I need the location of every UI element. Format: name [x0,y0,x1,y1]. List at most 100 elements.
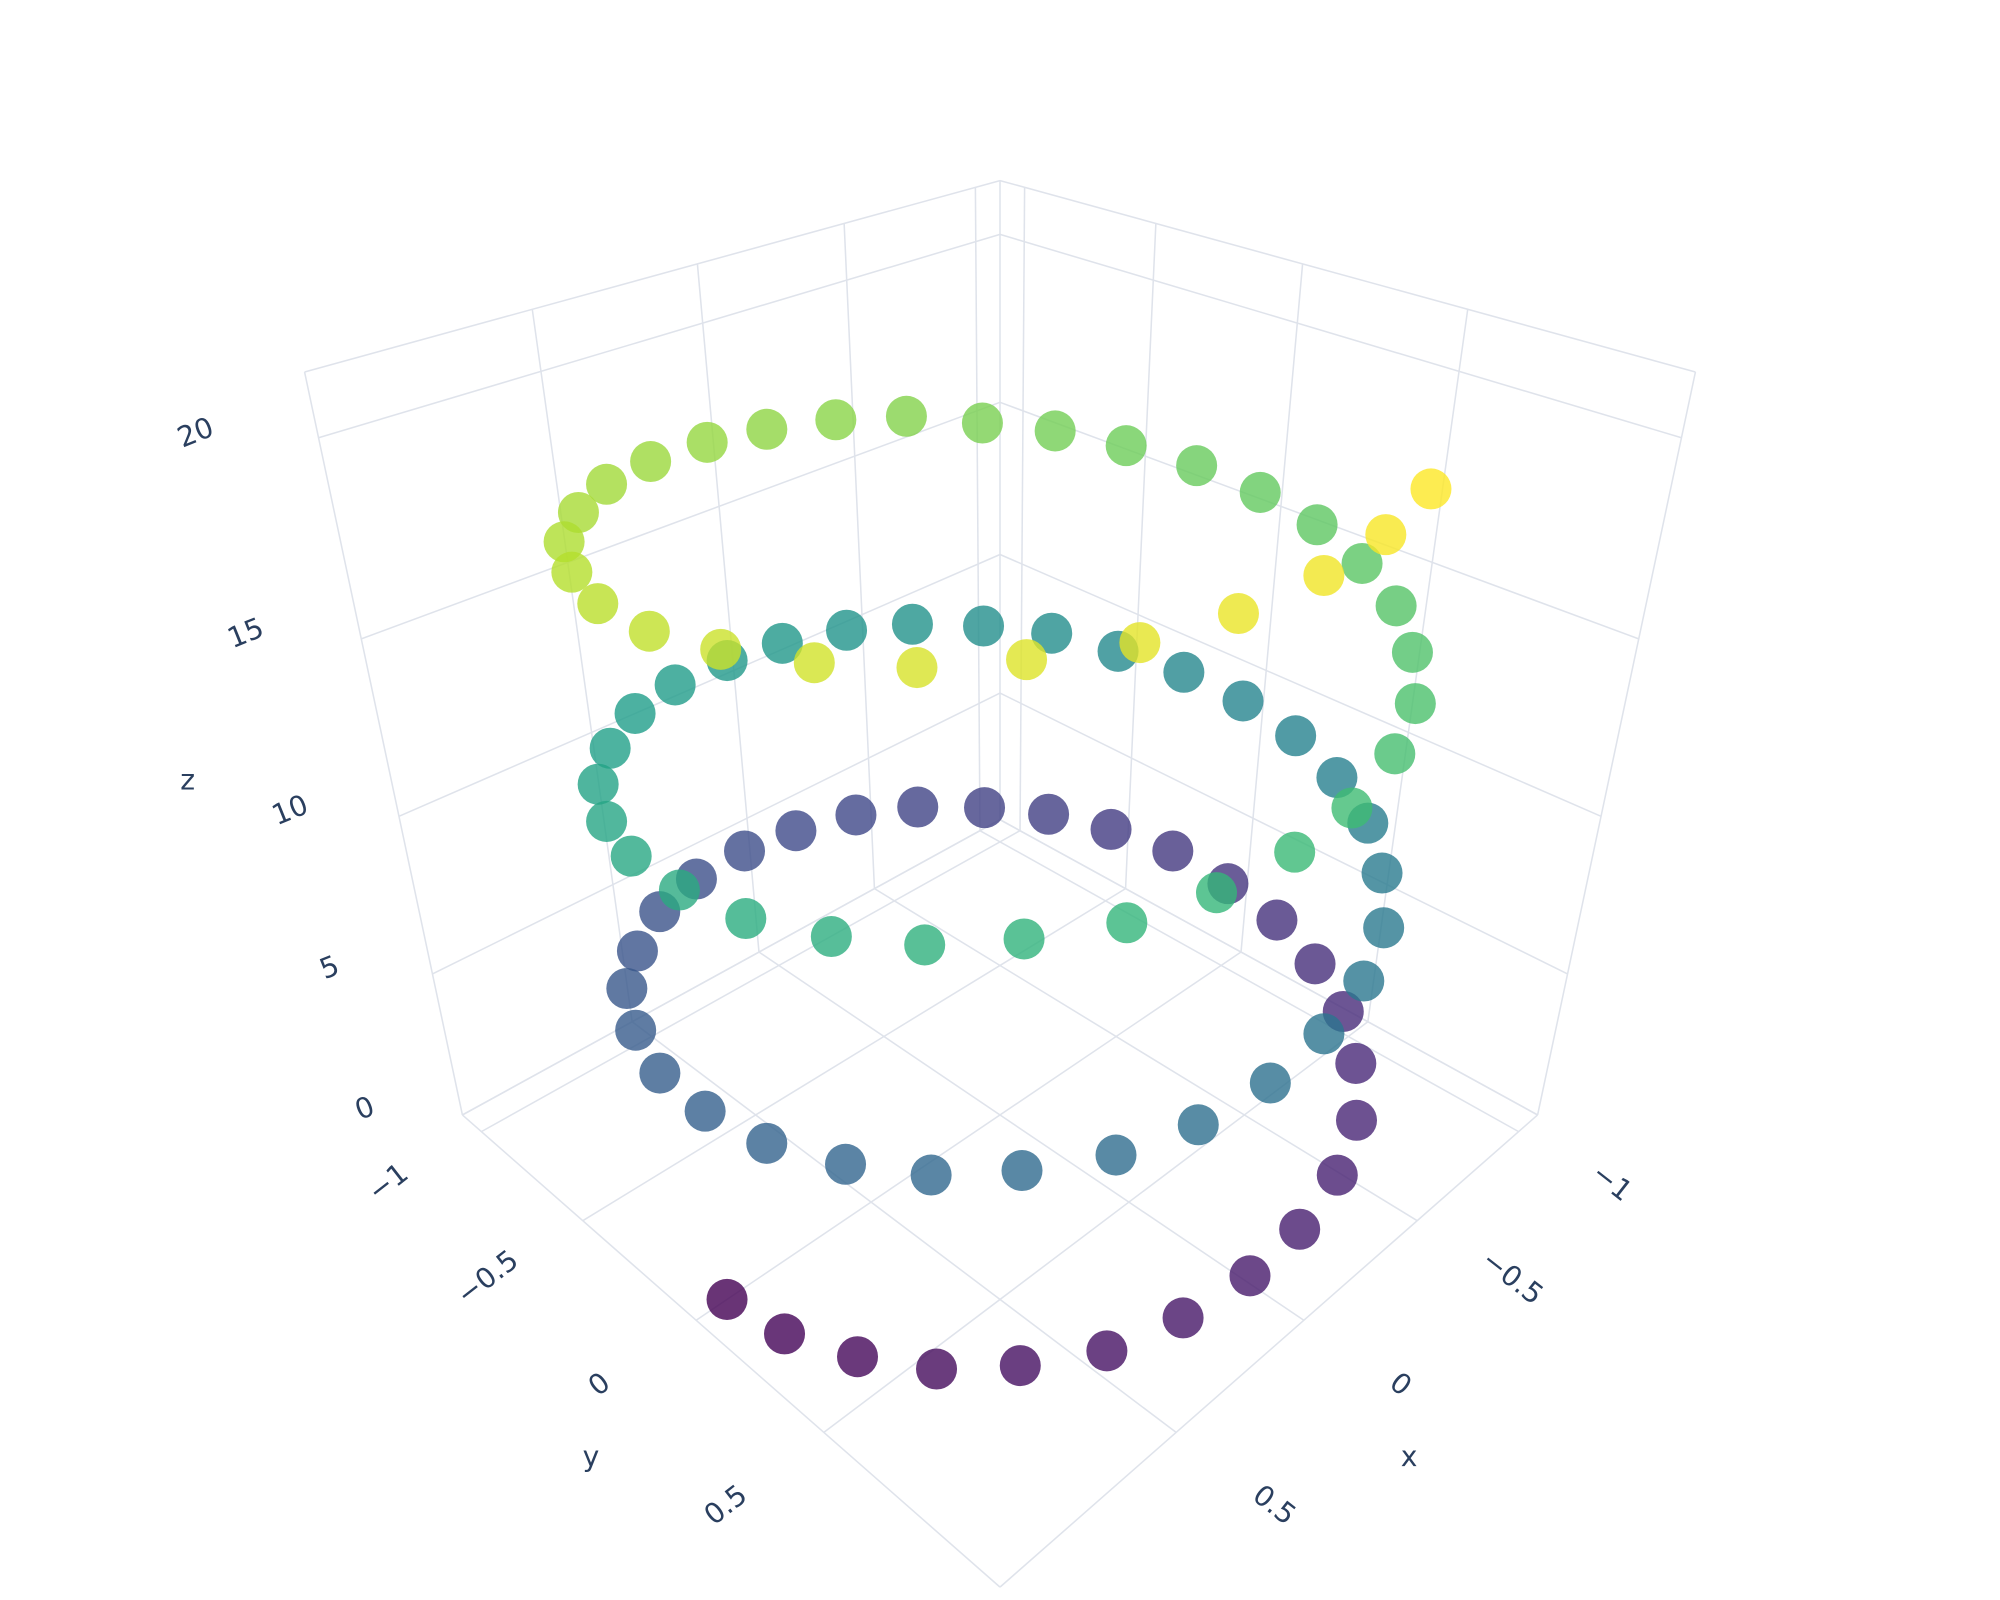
point [616,930,658,972]
point [1391,631,1433,673]
point [904,924,946,966]
point [1274,831,1316,873]
point [746,1122,788,1164]
point [1006,639,1048,681]
point [1239,471,1281,513]
x-tick-label: −0.5 [1475,1243,1549,1311]
point [724,830,766,872]
point [586,463,628,505]
point [1316,1154,1358,1196]
x-tick-label: −1 [1586,1156,1639,1208]
point [961,402,1003,444]
point [1279,1208,1321,1250]
z-grid-line [398,553,1001,817]
point [885,395,927,437]
point [1394,683,1436,725]
point [896,647,938,689]
point [1316,757,1358,799]
y-tick-label: 0 [582,1366,616,1403]
y-tick-label: −1 [361,1156,414,1208]
point [1294,943,1336,985]
z-grid-line [999,233,1682,439]
point [1256,899,1298,941]
point [700,628,742,670]
y-grid-line [1124,223,1157,889]
point [577,583,619,625]
point [810,916,852,958]
point [963,605,1005,647]
point [1410,468,1452,510]
label-layer: −1 −0.5 0 0.5 −1 −0.5 0 0.5 0 5 10 15 20 x y z [173,410,1639,1531]
point [910,1154,952,1196]
point [1296,504,1338,546]
point [1361,852,1403,894]
point [826,609,868,651]
point [1176,445,1218,487]
y-grid-line [1019,187,1026,831]
point [775,810,817,852]
point [815,399,857,441]
point [577,763,619,805]
point [684,1090,726,1132]
point [1249,1062,1291,1104]
z-tick-label: 5 [315,949,344,986]
box-edge [461,1114,1001,1588]
x-grid-line [843,223,876,889]
point [1119,622,1161,664]
point [1303,554,1345,597]
z-grid-line [432,692,1001,975]
point [836,1336,879,1378]
z-grid-line [999,553,1602,817]
point [630,441,672,483]
z-grid-line [462,818,1001,1116]
point [835,794,877,836]
point [1374,733,1416,775]
point-layer [543,395,1452,1390]
x-tick-label: 0.5 [1247,1478,1303,1532]
point [1229,1255,1271,1297]
point [589,727,631,769]
point [1365,514,1407,556]
point [1034,410,1076,452]
point [628,610,670,652]
point [1028,793,1070,835]
box-edge [999,1114,1539,1588]
z-axis-title: z [180,763,195,796]
x-grid-line [974,187,981,831]
z-grid-line [999,818,1538,1116]
point [1106,902,1148,944]
point [1001,1150,1043,1192]
x-tick-label: 0 [1384,1366,1418,1403]
z-tick-label: 20 [173,410,219,454]
point [1222,680,1264,722]
z-tick-label: 15 [223,611,269,655]
z-grid-line [999,692,1568,975]
point [1375,585,1417,627]
point [1303,1013,1345,1055]
point [1275,715,1317,757]
point [1086,1330,1128,1372]
point [1003,918,1045,960]
y-axis-title: y [583,1440,600,1473]
y-grid-line [695,951,1242,1321]
point [761,622,803,664]
grid-layer [303,179,1697,1588]
point [1163,651,1205,693]
point [551,551,593,593]
point [1090,808,1132,850]
point [764,1313,806,1355]
point [1105,425,1147,467]
point [1196,872,1238,914]
box-edge [1536,371,1697,1116]
point [1335,1042,1377,1084]
point [1152,830,1194,872]
point [891,603,933,645]
point [999,1345,1041,1387]
x-grid-line [531,309,633,1022]
x-grid-line [631,1021,1177,1434]
y-tick-label: −0.5 [450,1243,524,1311]
point [1341,542,1383,584]
x-grid-line [758,951,1305,1321]
point [1331,787,1373,829]
